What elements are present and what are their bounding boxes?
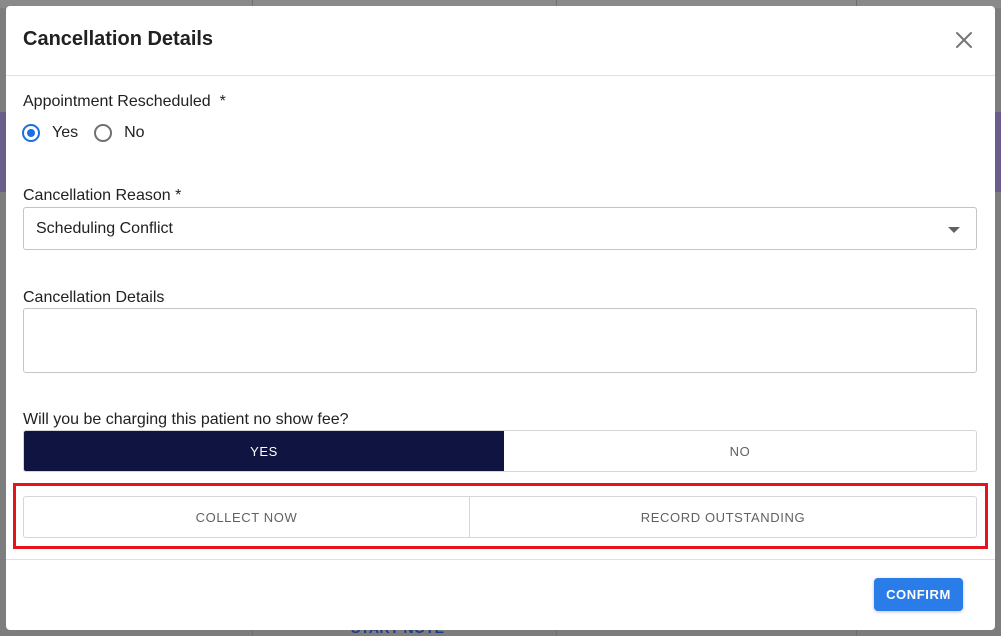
- cancellation-reason-label: Cancellation Reason *: [23, 187, 182, 204]
- dialog-title: Cancellation Details: [23, 28, 214, 50]
- cancellation-details-dialog: Cancellation Details Appointment Resched…: [6, 6, 995, 630]
- rescheduled-no-radio[interactable]: [94, 124, 113, 142]
- rescheduled-label: Appointment Rescheduled *: [23, 93, 226, 110]
- rescheduled-yes-radio[interactable]: [22, 124, 40, 142]
- background-app-header: [0, 0, 1001, 8]
- no-show-fee-yes-button[interactable]: YES: [24, 431, 504, 471]
- footer-divider: [6, 559, 995, 560]
- rescheduled-yes-option[interactable]: Yes: [22, 124, 78, 142]
- no-show-fee-no-button[interactable]: NO: [504, 431, 976, 471]
- close-icon: [956, 32, 972, 48]
- close-button[interactable]: [952, 28, 976, 52]
- rescheduled-no-label: No: [124, 124, 145, 141]
- rescheduled-no-option[interactable]: No: [94, 124, 145, 142]
- confirm-button[interactable]: CONFIRM: [874, 578, 963, 611]
- cancellation-details-label: Cancellation Details: [23, 289, 165, 306]
- no-show-fee-question: Will you be charging this patient no sho…: [23, 411, 349, 428]
- background-event-block: [995, 112, 1001, 192]
- rescheduled-yes-label: Yes: [52, 124, 79, 141]
- background-event-block: [0, 112, 6, 192]
- cancellation-reason-value: Scheduling Conflict: [36, 220, 173, 237]
- cancellation-reason-select[interactable]: Scheduling Conflict: [23, 207, 977, 250]
- record-outstanding-button[interactable]: RECORD OUTSTANDING: [470, 497, 976, 537]
- rescheduled-radio-group: Yes No: [22, 122, 161, 144]
- dialog-header: Cancellation Details: [6, 6, 995, 76]
- cancellation-details-input[interactable]: [23, 308, 977, 373]
- collect-now-button[interactable]: COLLECT NOW: [24, 497, 470, 537]
- highlight-annotation-box: [13, 483, 988, 549]
- dropdown-caret-icon: [948, 227, 960, 233]
- payment-collection-toggle: COLLECT NOW RECORD OUTSTANDING: [23, 496, 977, 538]
- no-show-fee-toggle: YES NO: [23, 430, 977, 472]
